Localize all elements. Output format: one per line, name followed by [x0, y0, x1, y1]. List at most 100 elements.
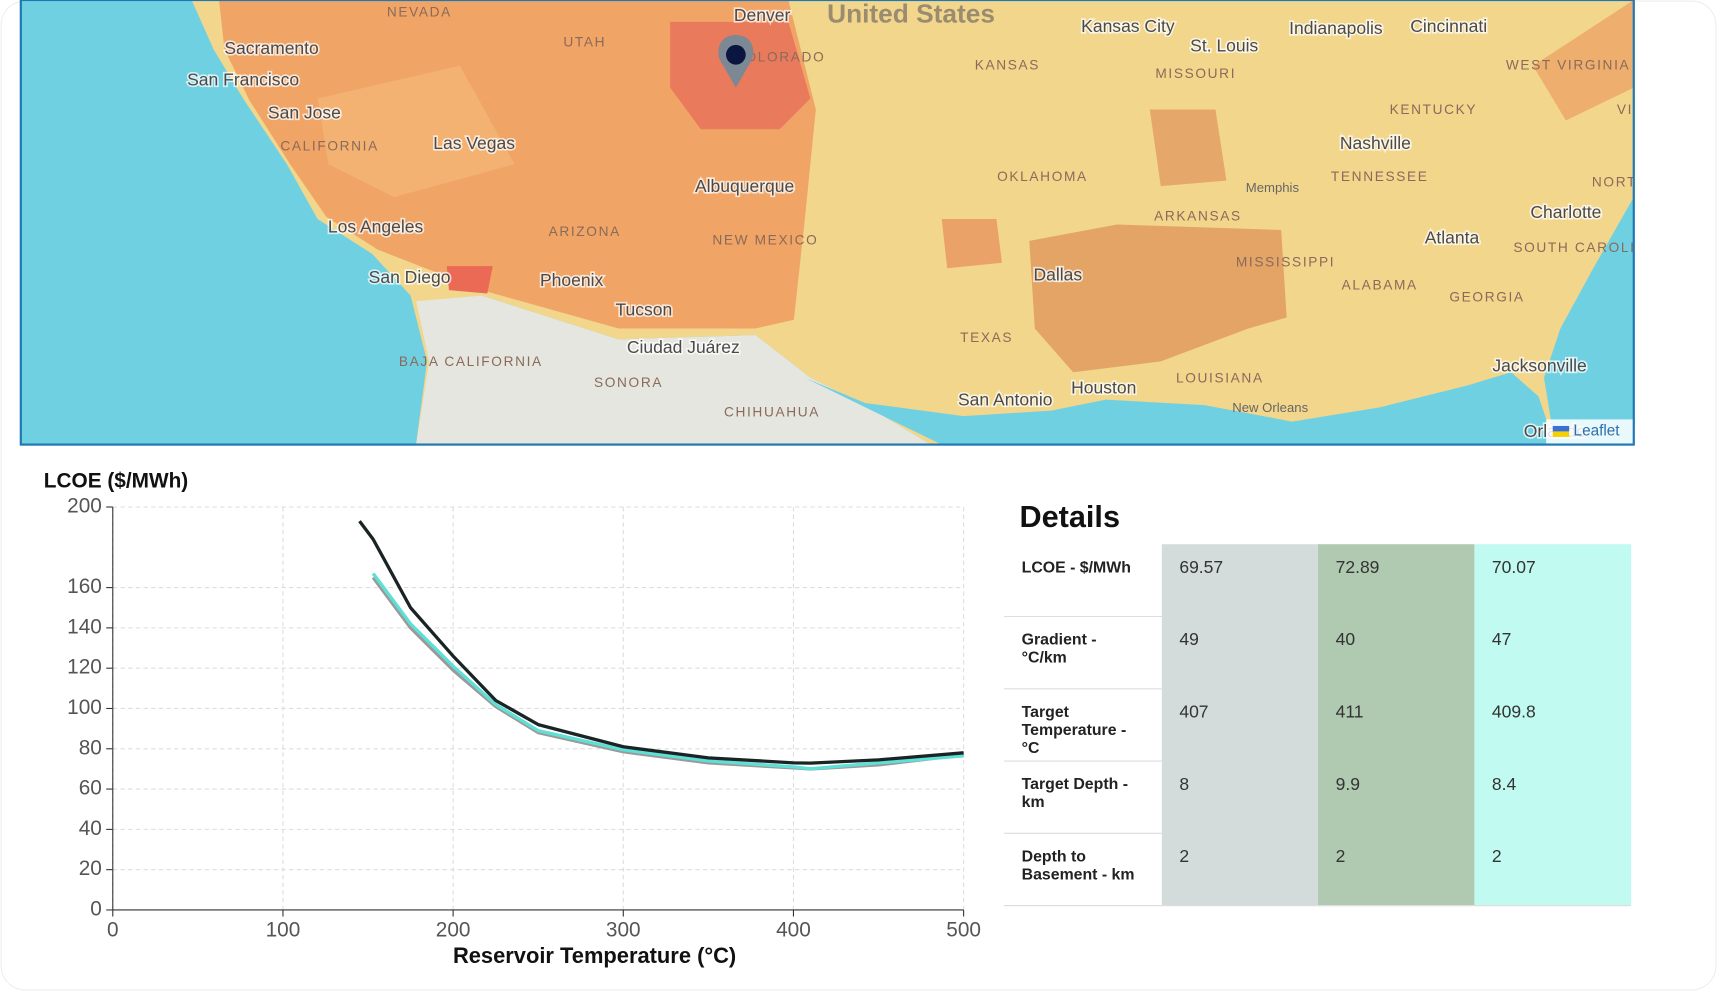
table-value: 2 [1336, 846, 1346, 866]
map-label: New Orleans [1232, 400, 1308, 415]
y-tick-label: 140 [67, 615, 102, 638]
table-value: 72.89 [1336, 557, 1380, 577]
map-label: Houston [1071, 377, 1136, 397]
map-label: San Antonio [958, 389, 1052, 409]
table-value: 409.8 [1492, 701, 1536, 721]
map-label: OKLAHOMA [997, 169, 1088, 184]
x-tick-label: 400 [776, 918, 811, 941]
table-value: 2 [1492, 846, 1502, 866]
map-label: Kansas City [1081, 16, 1175, 36]
map-label: San Jose [268, 103, 341, 123]
map-label: St. Louis [1190, 36, 1258, 56]
map-label: NEW MEXICO [712, 233, 818, 248]
x-tick-label: 500 [946, 918, 981, 941]
y-tick-label: 200 [67, 494, 102, 517]
y-tick-label: 40 [79, 817, 102, 840]
table-cell [1474, 544, 1632, 618]
map-label: SOUTH CAROLINA [1513, 240, 1658, 255]
row-label: Target Temperature -°C [1022, 704, 1127, 757]
x-tick-label: 0 [107, 918, 119, 941]
map-label: Cincinnati [1410, 16, 1487, 36]
map-label: TEXAS [960, 330, 1013, 345]
map-label: CHIHUAHUA [724, 404, 820, 419]
y-tick-label: 20 [79, 857, 102, 880]
map-label: WEST VIRGINIA [1506, 57, 1630, 72]
y-tick-label: 120 [67, 656, 102, 679]
map-label: NEVADA [387, 5, 452, 20]
row-label: Depth to Basement - km [1022, 849, 1135, 884]
map-label: Atlanta [1425, 227, 1480, 247]
map-label: Sacramento [224, 38, 318, 58]
row-label: Target Depth -km [1022, 776, 1128, 811]
table-cell [1474, 761, 1632, 834]
map-marker-dot [726, 44, 746, 65]
map-border [19, 0, 1635, 446]
table-value: 407 [1179, 701, 1208, 721]
map-label: GEORGIA [1449, 289, 1524, 304]
map-label: LOUISIANA [1176, 370, 1264, 385]
map-label: Tucson [615, 300, 672, 320]
y-tick-label: 60 [79, 777, 102, 800]
table-value: 70.07 [1492, 557, 1536, 577]
table-value: 69.57 [1179, 557, 1223, 577]
table-cell [1474, 688, 1632, 762]
map-label: Memphis [1246, 180, 1300, 195]
table-value: 411 [1336, 701, 1364, 721]
map-label: NORTH CAROLINA [1592, 174, 1717, 189]
map-label: Denver [734, 5, 791, 25]
table-value: 47 [1492, 629, 1511, 649]
x-axis-label: Reservoir Temperature (°C) [453, 943, 736, 968]
table-cell [1161, 833, 1319, 907]
map-label: San Diego [369, 267, 451, 287]
map-label: Albuquerque [695, 176, 794, 196]
y-tick-label: 160 [67, 575, 102, 598]
map-label: United States [827, 0, 995, 28]
map-label: ALABAMA [1342, 277, 1418, 292]
map-label: CALIFORNIA [280, 138, 378, 153]
map-label: BAJA CALIFORNIA [399, 354, 543, 369]
details-title: Details [1019, 500, 1120, 534]
map-label: MISSOURI [1155, 66, 1236, 81]
map[interactable]: NEVADA Denver United States Kansas City Indi… [20, 0, 1717, 445]
table-cell [1161, 688, 1319, 762]
table-value: 8 [1179, 774, 1189, 794]
map-label: KANSAS [975, 57, 1040, 72]
table-cell [1318, 688, 1475, 762]
map-label: Phoenix [540, 270, 604, 290]
map-label: UTAH [563, 34, 606, 49]
chart-title: LCOE ($/MWh) [44, 469, 188, 492]
table-cell [1474, 833, 1632, 907]
table-value: 9.9 [1336, 774, 1360, 794]
map-label: San Francisco [187, 70, 299, 90]
map-label: Nashville [1340, 133, 1411, 153]
table-value: 49 [1179, 629, 1198, 649]
table-value: 2 [1179, 846, 1189, 866]
y-tick-label: 100 [67, 696, 102, 719]
map-label: Charlotte [1530, 202, 1601, 222]
table-cell [1161, 544, 1319, 618]
table-value: 40 [1336, 629, 1356, 649]
map-label: Ciudad Juárez [627, 337, 740, 357]
map-label: ARKANSAS [1154, 208, 1242, 223]
x-tick-label: 100 [266, 918, 301, 941]
series-line [371, 572, 964, 771]
map-label: ARIZONA [549, 224, 621, 239]
table-cell [1161, 761, 1319, 834]
map-label: VIRGINIA [1617, 102, 1690, 117]
row-label: Gradient -°C/km [1022, 632, 1097, 667]
map-label: Las Vegas [433, 133, 515, 153]
x-tick-label: 300 [606, 918, 641, 941]
x-tick-label: 200 [436, 918, 471, 941]
map-label: Jacksonville [1492, 355, 1586, 375]
map-label: SONORA [594, 375, 663, 390]
map-label: Dallas [1033, 265, 1082, 285]
attribution[interactable]: Leaflet [1574, 422, 1621, 439]
y-tick-label: 0 [90, 897, 102, 920]
map-label: Los Angeles [328, 216, 424, 236]
series-line [358, 520, 964, 765]
map-label: KENTUCKY [1390, 102, 1478, 117]
y-tick-label: 80 [79, 736, 102, 759]
map-label: Indianapolis [1289, 18, 1383, 38]
table-cell [1161, 616, 1319, 690]
